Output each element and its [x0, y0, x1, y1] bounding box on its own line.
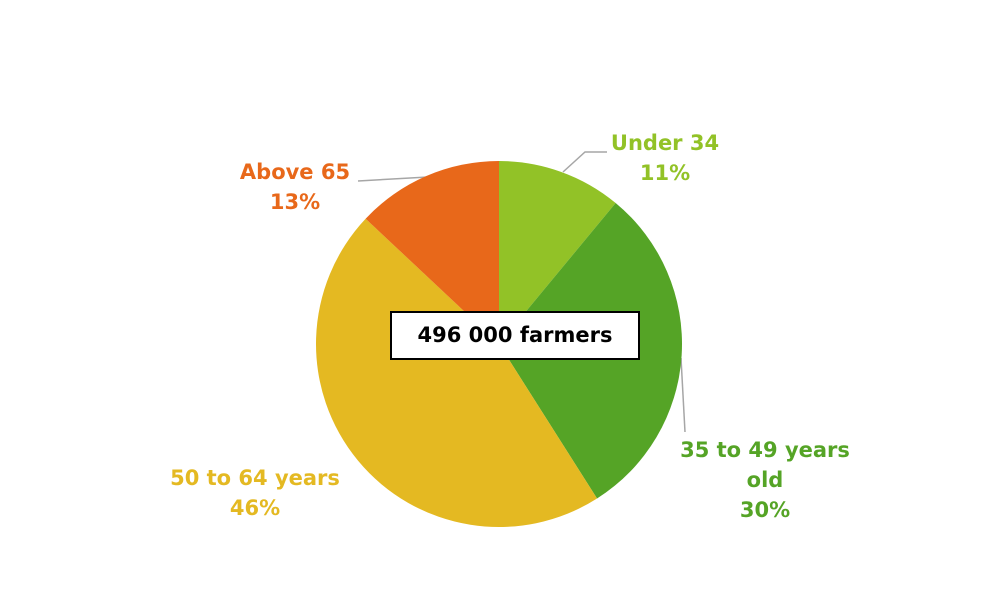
slice-label: 50 to 64 years 46%: [150, 463, 360, 523]
leader-line: [680, 357, 686, 433]
value-label: 11%: [639, 161, 691, 185]
pie-slice: [499, 161, 616, 344]
value-label: 13%: [269, 190, 321, 214]
category-label: 35 to 49 years old: [680, 438, 850, 492]
value-label: 46%: [229, 496, 281, 520]
slice-label: 35 to 49 years old 30%: [670, 435, 860, 525]
annotation: 496 000 farmers: [390, 311, 640, 360]
leader-line: [562, 151, 607, 173]
value-label: 30%: [739, 498, 791, 522]
slice-label: Above 65 13%: [220, 157, 370, 217]
pie-slice: [316, 218, 598, 527]
pie-slice: [365, 161, 499, 344]
leader-line: [357, 176, 429, 182]
category-label: Under 34: [610, 131, 720, 155]
category-label: Above 65: [239, 160, 351, 184]
slice-label: Under 34 11%: [590, 128, 740, 188]
category-label: 50 to 64 years: [170, 466, 340, 490]
